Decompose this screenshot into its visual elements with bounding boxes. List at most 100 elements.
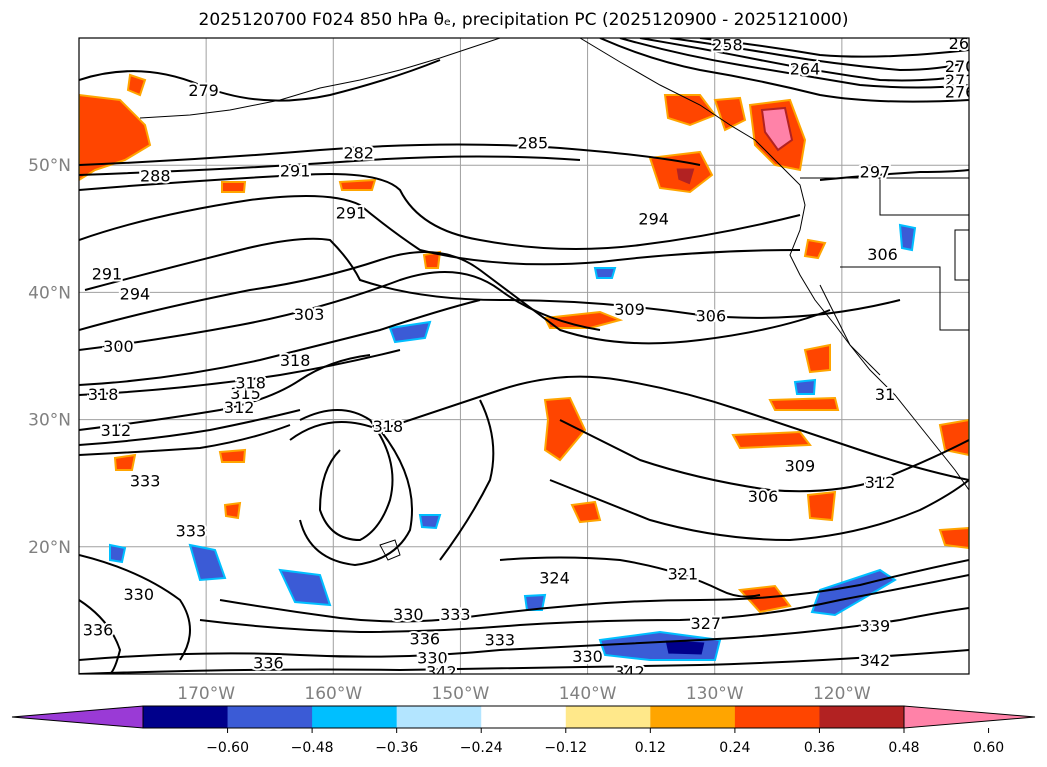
map-frame bbox=[78, 37, 970, 675]
contour-label: 330 bbox=[417, 648, 448, 667]
contour-line bbox=[499, 556, 761, 598]
contour-line bbox=[79, 409, 301, 446]
contour-label: 315 bbox=[230, 384, 261, 403]
contour-line bbox=[599, 38, 969, 103]
colorbar: −0.60 −0.48 −0.36 −0.24 −0.12 0.12 0.24 0.36 0.4… bbox=[11, 705, 1036, 756]
contour-labels: 279 282 285 288 291 291 291 294 294 297 300 303 306 3… bbox=[81, 38, 976, 681]
contour-label: 306 bbox=[867, 245, 898, 264]
contour-label: 291 bbox=[336, 203, 367, 222]
precip-patch bbox=[126, 73, 147, 97]
precip-patch bbox=[731, 430, 812, 450]
contour-label: 312 bbox=[865, 473, 896, 492]
contour-label: 318 bbox=[373, 417, 404, 436]
precipitation-shading bbox=[79, 73, 969, 661]
contour-label: 300 bbox=[103, 337, 134, 356]
contour-label: 336 bbox=[410, 629, 441, 648]
contour-line bbox=[559, 419, 969, 493]
longitude-label: 130°W bbox=[686, 684, 744, 704]
contour-label: 333 bbox=[440, 605, 471, 624]
contour-label: 303 bbox=[294, 305, 325, 324]
contour-line bbox=[79, 143, 701, 166]
contour-line bbox=[199, 574, 969, 634]
longitude-label: 120°W bbox=[813, 684, 871, 704]
colorbar-tick-label: 0.48 bbox=[888, 740, 919, 756]
contour-line bbox=[289, 421, 413, 567]
colorbar-segment bbox=[565, 706, 651, 728]
contour-line bbox=[79, 299, 481, 386]
contour-line bbox=[79, 607, 969, 661]
precip-patch bbox=[938, 418, 969, 457]
latitude-label: 50°N bbox=[28, 156, 71, 176]
colorbar-segment bbox=[396, 706, 482, 728]
chart-title: 2025120700 F024 850 hPa θₑ, precipitatio… bbox=[198, 10, 849, 30]
precip-patch bbox=[79, 93, 152, 182]
colorbar-tick-label: 0.36 bbox=[804, 740, 835, 756]
colorbar-tick-label: 0.24 bbox=[719, 740, 750, 756]
contour-line bbox=[84, 237, 901, 319]
precip-patch bbox=[278, 568, 332, 607]
colorbar-tick-label: 0.12 bbox=[635, 740, 666, 756]
precip-patch bbox=[543, 310, 624, 329]
contour-line bbox=[379, 375, 969, 481]
latitude-labels: 50°N 40°N 30°N 20°N bbox=[28, 156, 71, 558]
contour-line bbox=[79, 59, 441, 102]
contour-label: 312 bbox=[224, 398, 255, 417]
contour-label: 306 bbox=[748, 487, 779, 506]
contour-line bbox=[79, 354, 371, 431]
contour-line bbox=[79, 424, 291, 456]
contour-label: 312 bbox=[101, 421, 132, 440]
precip-patch bbox=[218, 448, 247, 463]
precip-patch bbox=[113, 453, 137, 471]
contour-label: 327 bbox=[691, 614, 722, 633]
contour-label: 291 bbox=[92, 264, 123, 283]
precip-patch bbox=[223, 501, 242, 520]
contour-label: 339 bbox=[860, 617, 891, 636]
precip-patch bbox=[760, 106, 794, 152]
precip-patch bbox=[803, 343, 831, 374]
contour-label: 330 bbox=[393, 605, 424, 624]
colorbar-segment bbox=[650, 706, 736, 728]
colorbar-tick-label: −0.36 bbox=[375, 740, 418, 756]
colorbar-segment bbox=[819, 706, 905, 728]
contour-label: 273 bbox=[945, 71, 976, 90]
contour-label: 294 bbox=[120, 285, 151, 304]
contour-label: 282 bbox=[343, 143, 374, 162]
contour-line bbox=[549, 479, 969, 542]
contour-label: 318 bbox=[280, 351, 311, 370]
colorbar-tick-label: −0.60 bbox=[206, 740, 249, 756]
precip-patch bbox=[806, 490, 837, 522]
longitude-label: 160°W bbox=[304, 684, 362, 704]
contour-label: 318 bbox=[235, 374, 266, 393]
contour-label: 336 bbox=[83, 620, 114, 639]
precip-patch bbox=[188, 543, 227, 582]
latitude-label: 20°N bbox=[28, 538, 71, 558]
contour-label: 31 bbox=[875, 385, 895, 404]
colorbar-extend-low bbox=[11, 705, 144, 729]
contour-label: 291 bbox=[280, 161, 311, 180]
contour-label: 279 bbox=[188, 81, 219, 100]
contour-line bbox=[619, 38, 969, 89]
contour-line bbox=[219, 559, 969, 623]
colorbar-segment bbox=[312, 706, 398, 728]
precip-patch bbox=[938, 526, 969, 550]
contour-line bbox=[79, 649, 969, 674]
precip-patch bbox=[523, 593, 547, 611]
contour-label: 318 bbox=[88, 385, 119, 404]
border bbox=[879, 178, 969, 216]
latitude-label: 30°N bbox=[28, 411, 71, 431]
longitude-label: 170°W bbox=[177, 684, 235, 704]
colorbar-segment bbox=[481, 706, 567, 728]
contour-line bbox=[79, 554, 191, 661]
contour-label: 276 bbox=[945, 82, 976, 101]
border bbox=[840, 266, 969, 331]
colorbar-segment bbox=[227, 706, 313, 728]
contour-label: 309 bbox=[785, 456, 816, 475]
colorbar-tick-label: 0.60 bbox=[973, 740, 1004, 756]
contour-line bbox=[699, 38, 969, 58]
contour-label: 285 bbox=[518, 133, 549, 152]
contour-line bbox=[819, 169, 969, 181]
contour-line bbox=[79, 173, 801, 250]
contour-line bbox=[79, 599, 122, 674]
contour-label: 342 bbox=[614, 662, 645, 681]
contour-label: 333 bbox=[176, 521, 207, 540]
